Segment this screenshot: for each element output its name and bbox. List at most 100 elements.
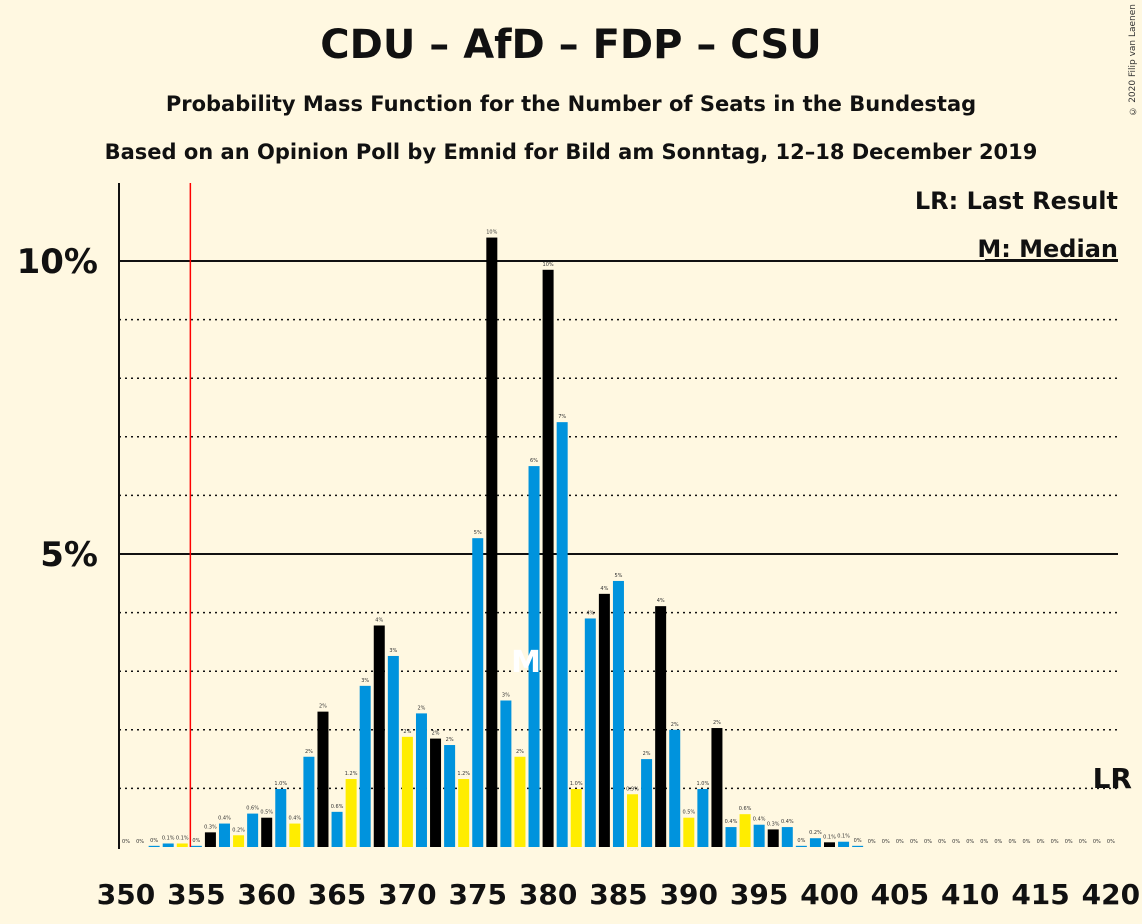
bar-label-412: 0% xyxy=(994,839,1002,845)
bar-label-384: 4% xyxy=(600,586,608,592)
bar-seat-397 xyxy=(781,827,793,847)
bar-seat-383 xyxy=(584,618,596,847)
bar-seat-391 xyxy=(697,788,709,847)
x-tick-label: 405 xyxy=(871,878,929,911)
bar-label-415: 0% xyxy=(1037,839,1045,845)
bar-seat-379 xyxy=(528,466,540,847)
bars xyxy=(148,237,864,847)
bar-label-367: 3% xyxy=(361,678,369,684)
chart-subtitle: Probability Mass Function for the Number… xyxy=(165,92,977,116)
bar-seat-387 xyxy=(641,759,653,847)
legend-last-result: LR: Last Result xyxy=(915,187,1118,215)
bar-seat-362 xyxy=(289,823,301,847)
bar-label-414: 0% xyxy=(1023,839,1031,845)
x-tick-label: 420 xyxy=(1082,878,1140,911)
bar-seat-374 xyxy=(458,779,470,847)
bar-seat-392 xyxy=(711,728,723,847)
bar-seat-380 xyxy=(542,269,554,847)
x-tick-label: 400 xyxy=(800,878,858,911)
x-tick-label: 410 xyxy=(941,878,999,911)
bar-seat-382 xyxy=(570,788,582,847)
bar-label-363: 2% xyxy=(305,749,313,755)
bar-seat-399 xyxy=(809,838,821,847)
bar-label-362: 0.4% xyxy=(288,816,301,822)
bar-label-369: 3% xyxy=(389,648,397,654)
x-tick-label: 375 xyxy=(449,878,507,911)
bar-label-366: 1.2% xyxy=(345,771,358,777)
bar-label-381: 7% xyxy=(558,414,566,420)
bar-seat-400 xyxy=(824,842,835,847)
bar-label-409: 0% xyxy=(952,839,960,845)
bar-label-395: 0.4% xyxy=(753,817,766,823)
bar-label-398: 0% xyxy=(797,838,805,844)
x-tick-label: 360 xyxy=(237,878,295,911)
bar-label-411: 0% xyxy=(980,839,988,845)
bar-seat-388 xyxy=(655,606,667,847)
legend-median: M: Median xyxy=(977,235,1118,263)
bar-seat-369 xyxy=(387,655,399,847)
bar-seat-396 xyxy=(767,829,779,847)
bar-label-350: 0% xyxy=(122,839,130,845)
bar-seat-393 xyxy=(725,827,737,847)
bar-seat-357 xyxy=(218,823,230,847)
bar-label-378: 2% xyxy=(516,749,524,755)
bar-label-419: 0% xyxy=(1093,839,1101,845)
bar-label-383: 4% xyxy=(586,610,594,616)
y-axis-ticks: 5% 10% xyxy=(17,242,98,575)
bar-seat-363 xyxy=(303,756,315,847)
bar-seat-390 xyxy=(683,817,695,847)
bar-label-420: 0% xyxy=(1107,839,1115,845)
x-tick-label: 415 xyxy=(1011,878,1069,911)
x-tick-label: 390 xyxy=(660,878,718,911)
bar-seat-352 xyxy=(148,845,160,847)
bar-label-358: 0.2% xyxy=(232,827,245,833)
chart-source: Based on an Opinion Poll by Emnid for Bi… xyxy=(104,140,1038,164)
bar-label-382: 1.0% xyxy=(570,781,583,787)
bar-label-389: 2% xyxy=(671,722,679,728)
bar-label-392: 2% xyxy=(713,720,721,726)
bar-label-417: 0% xyxy=(1065,839,1073,845)
bar-label-355: 0% xyxy=(192,838,200,844)
bar-label-387: 2% xyxy=(643,751,651,757)
bar-label-375: 5% xyxy=(474,530,482,536)
bar-label-406: 0% xyxy=(910,839,918,845)
bar-label-416: 0% xyxy=(1051,839,1059,845)
bar-label-351: 0% xyxy=(136,839,144,845)
bar-seat-358 xyxy=(233,835,245,847)
bar-label-365: 0.6% xyxy=(331,804,344,810)
bar-seat-395 xyxy=(753,824,765,847)
last-result-marker: LR xyxy=(1093,762,1132,795)
bar-seat-360 xyxy=(261,817,273,847)
bar-seat-377 xyxy=(500,700,512,847)
bar-label-353: 0.1% xyxy=(162,835,175,841)
bar-label-404: 0% xyxy=(882,839,890,845)
bar-label-405: 0% xyxy=(896,839,904,845)
bar-seat-384 xyxy=(598,593,610,847)
x-tick-label: 350 xyxy=(97,878,155,911)
bar-seat-368 xyxy=(373,625,385,847)
bar-label-361: 1.0% xyxy=(274,781,287,787)
bar-seat-355 xyxy=(190,845,202,847)
y-tick-label: 5% xyxy=(40,535,98,575)
bar-label-394: 0.6% xyxy=(739,806,752,812)
bar-label-360: 0.5% xyxy=(260,810,273,816)
bar-label-354: 0.1% xyxy=(176,835,189,841)
bar-label-368: 4% xyxy=(375,617,383,623)
bar-label-402: 0% xyxy=(854,838,862,844)
bar-label-407: 0% xyxy=(924,839,932,845)
x-tick-label: 355 xyxy=(167,878,225,911)
bar-seat-371 xyxy=(415,713,427,847)
bar-seat-376 xyxy=(486,237,498,847)
bar-label-352: 0% xyxy=(150,838,158,844)
bar-label-397: 0.4% xyxy=(781,819,794,825)
bar-label-393: 0.4% xyxy=(725,819,738,825)
bar-label-357: 0.4% xyxy=(218,816,231,822)
bar-seat-385 xyxy=(612,580,624,847)
bar-seat-373 xyxy=(444,745,456,847)
bar-label-371: 2% xyxy=(418,705,426,711)
bar-label-390: 0.5% xyxy=(682,810,695,816)
bar-seat-381 xyxy=(556,422,568,847)
bar-label-379: 6% xyxy=(530,458,538,464)
bar-label-410: 0% xyxy=(966,839,974,845)
